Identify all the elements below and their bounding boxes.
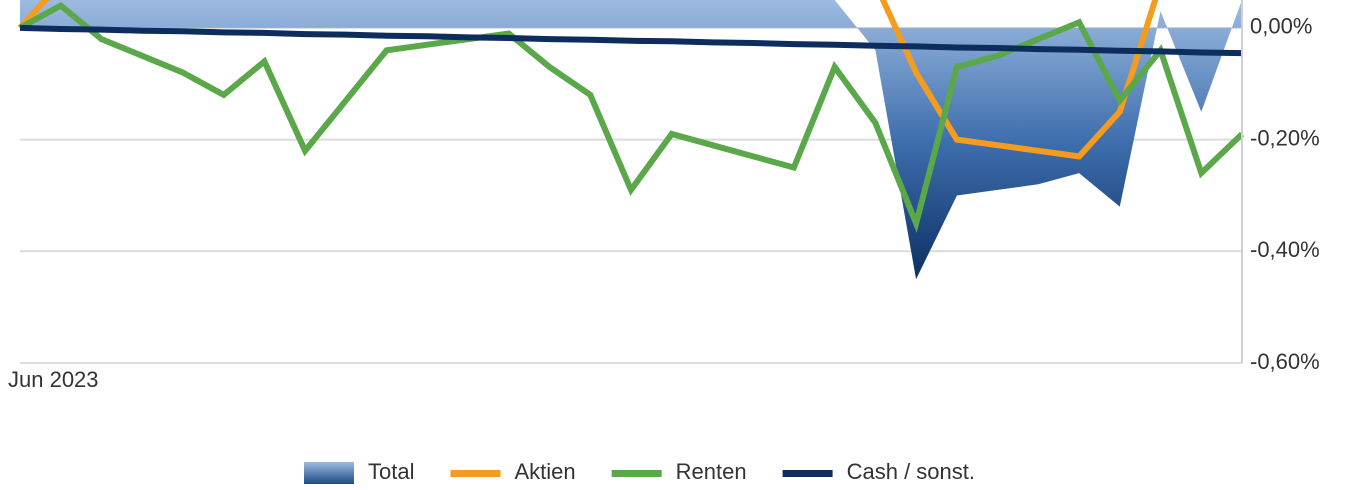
y-tick-label: -0,40% <box>1250 237 1320 262</box>
y-tick-label: 0,00% <box>1250 14 1312 39</box>
legend-label: Cash / sonst. <box>847 459 975 484</box>
x-tick-label: Jun 2023 <box>8 367 99 392</box>
legend-label: Renten <box>676 459 747 484</box>
series-line <box>18 1 1244 233</box>
legend-label: Total <box>368 459 414 484</box>
series-line <box>17 0 1159 160</box>
y-tick-label: -0,60% <box>1250 349 1320 374</box>
legend-swatch <box>611 470 662 477</box>
total-area <box>20 0 1242 280</box>
series-line <box>19 24 1243 57</box>
legend-label: Aktien <box>514 459 575 484</box>
legend-swatch <box>450 470 501 477</box>
legend-swatch <box>782 470 833 477</box>
legend-swatch <box>304 462 354 484</box>
y-tick-label: -0,20% <box>1250 125 1320 150</box>
